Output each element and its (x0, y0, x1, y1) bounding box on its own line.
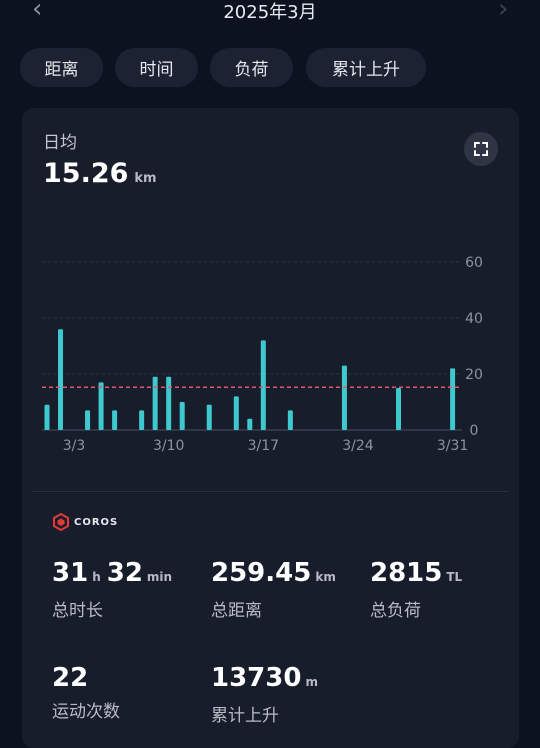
bar (260, 340, 266, 430)
x-tick-label: 3/17 (248, 438, 279, 454)
next-month-icon[interactable]: › (498, 0, 509, 24)
x-tick-label: 3/24 (342, 438, 374, 454)
stat-activity-count: 22 运动次数 (52, 663, 120, 722)
stats-card: 日均 15.26 km 0 20 40 60 3/3 3/10 3/17 3/24 3/31 CO… (22, 108, 519, 748)
bar (139, 410, 145, 430)
bar (112, 410, 118, 430)
bar (85, 410, 91, 430)
stat-unit: h (92, 570, 101, 584)
stat-unit: min (146, 570, 173, 584)
bar (179, 402, 185, 430)
x-tick-label: 3/10 (153, 438, 184, 454)
expand-icon (474, 142, 488, 156)
stat-value: 259.45 km (211, 558, 342, 592)
stat-label: 总时长 (52, 601, 103, 621)
month-title[interactable]: 2025年3月 (223, 2, 317, 23)
stat-label: 总距离 (211, 601, 262, 621)
stat-elevation-gain: 13730 m 累计上升 (211, 663, 324, 726)
stat-number: 13730 (211, 663, 302, 693)
stat-value: 22 (52, 663, 120, 693)
stat-label: 运动次数 (52, 702, 120, 722)
bar (247, 418, 253, 430)
coros-logo-icon (53, 513, 69, 531)
stat-total-duration: 31 h 32 min 总时长 (52, 558, 178, 621)
tab-time[interactable]: 时间 (115, 48, 198, 87)
bar (152, 376, 158, 430)
stat-unit: m (305, 675, 318, 689)
tab-load[interactable]: 负荷 (210, 48, 293, 87)
stat-total-load: 2815 TL 总负荷 (370, 558, 468, 621)
stat-value: 31 h 32 min (52, 558, 178, 592)
stat-number: 259.45 (211, 558, 312, 588)
stat-label: 总负荷 (370, 601, 421, 621)
previous-month-icon[interactable]: ‹ (32, 0, 43, 24)
bar (206, 404, 212, 430)
bar (98, 382, 104, 430)
stat-label: 累计上升 (211, 706, 279, 726)
bar (287, 410, 293, 430)
y-tick-label: 60 (465, 255, 483, 271)
y-tick-label: 20 (465, 367, 483, 383)
expand-button[interactable] (464, 132, 498, 166)
stat-value: 2815 TL (370, 558, 468, 592)
bar (233, 396, 239, 430)
stat-number: 32 (106, 558, 143, 588)
stat-number: 2815 (370, 558, 443, 588)
stat-number: 31 (52, 558, 89, 588)
daily-average-value: 15.26 km (43, 158, 157, 189)
bar (450, 368, 456, 430)
divider (32, 491, 508, 492)
distance-chart: 0 20 40 60 3/3 3/10 3/17 3/24 3/31 (42, 255, 483, 454)
tab-distance[interactable]: 距离 (20, 48, 103, 87)
x-tick-label: 3/31 (437, 438, 468, 454)
bar (58, 329, 64, 430)
daily-average-number: 15.26 (43, 158, 129, 189)
bar (396, 388, 402, 430)
bar (44, 404, 50, 430)
y-tick-label: 0 (470, 423, 479, 439)
tab-elevation-gain[interactable]: 累计上升 (306, 48, 426, 87)
daily-average-unit: km (134, 171, 157, 186)
stat-value: 13730 m (211, 663, 324, 697)
brand-name: COROS (74, 516, 119, 528)
stat-unit: km (315, 570, 336, 584)
x-tick-label: 3/3 (63, 438, 86, 454)
stat-number: 22 (52, 663, 89, 693)
bar (341, 365, 347, 430)
stat-total-distance: 259.45 km 总距离 (211, 558, 342, 621)
brand-logo: COROS (52, 513, 118, 531)
y-tick-label: 40 (465, 311, 483, 327)
top-bar: ‹ 2025年3月 › (0, 0, 540, 28)
bar (166, 376, 172, 430)
daily-average-label: 日均 (43, 133, 77, 153)
stat-unit: TL (446, 570, 463, 584)
